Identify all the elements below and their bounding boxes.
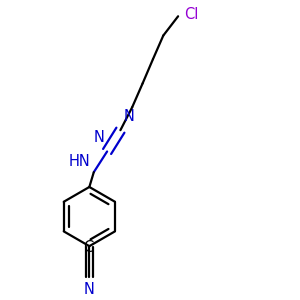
Text: N: N xyxy=(84,282,95,297)
Text: N: N xyxy=(124,109,135,124)
Text: HN: HN xyxy=(68,154,90,169)
Text: C: C xyxy=(83,240,93,255)
Text: N: N xyxy=(94,130,105,145)
Text: Cl: Cl xyxy=(184,7,199,22)
